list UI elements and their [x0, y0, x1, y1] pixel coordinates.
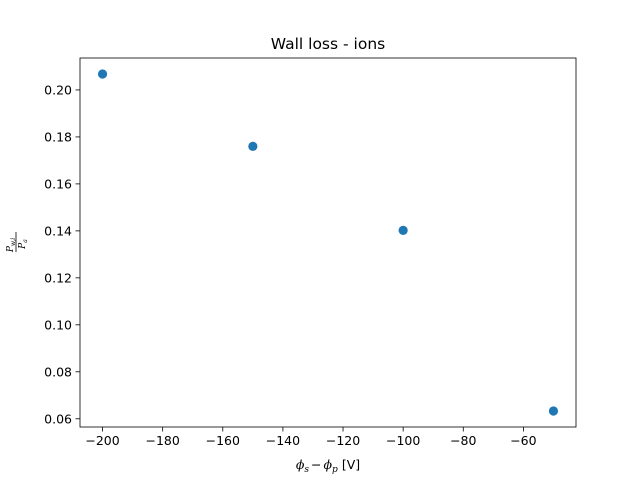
y-tick-label: 0.12 — [44, 270, 72, 285]
y-tick-label: 0.14 — [44, 223, 72, 238]
x-tick-label: −100 — [386, 433, 420, 448]
y-label-denominator-sub: a — [22, 239, 29, 243]
y-tick-label: 0.06 — [44, 411, 72, 426]
x-tick-label: −160 — [206, 433, 240, 448]
x-label-unit: [V] — [342, 457, 360, 472]
y-tick-label: 0.16 — [44, 176, 72, 191]
x-tick-label: −80 — [450, 433, 476, 448]
plot-area: −200 −180 −160 −140 −120 −100 −80 −60 0.06 0.08 0.… — [44, 57, 577, 448]
x-tick-label: −140 — [266, 433, 300, 448]
y-tick-label: 0.08 — [44, 364, 72, 379]
y-tick-label: 0.18 — [44, 129, 72, 144]
y-label-denominator: Pa — [18, 239, 29, 250]
axes-frame — [79, 57, 577, 428]
x-label-phi-s: ϕ — [296, 457, 305, 472]
x-label-sub-s: s — [304, 465, 309, 475]
y-axis-label: Pw,i Pa — [6, 232, 29, 253]
data-point — [248, 141, 258, 151]
chart-title: Wall loss - ions — [271, 35, 385, 53]
x-label-sub-p: p — [332, 465, 338, 475]
y-label-denominator-p: P — [18, 242, 28, 250]
data-point — [97, 69, 108, 79]
x-label-minus: − — [311, 457, 321, 472]
data-point — [548, 406, 559, 416]
x-label-phi-p: ϕ — [324, 457, 333, 472]
y-tick-label: 0.20 — [44, 82, 72, 97]
x-tick-label: −120 — [326, 433, 360, 448]
y-label-numerator-sub: w,i — [10, 238, 17, 246]
x-tick-label: −200 — [85, 433, 119, 448]
x-tick-label: −60 — [510, 433, 536, 448]
y-label-numerator: Pw,i — [6, 238, 17, 253]
x-tick-label: −180 — [145, 433, 179, 448]
y-tick-label: 0.10 — [44, 317, 72, 332]
y-label-numerator-p: P — [6, 245, 16, 253]
data-point — [398, 225, 408, 236]
x-axis-label: ϕs − ϕp [V] — [296, 457, 360, 475]
